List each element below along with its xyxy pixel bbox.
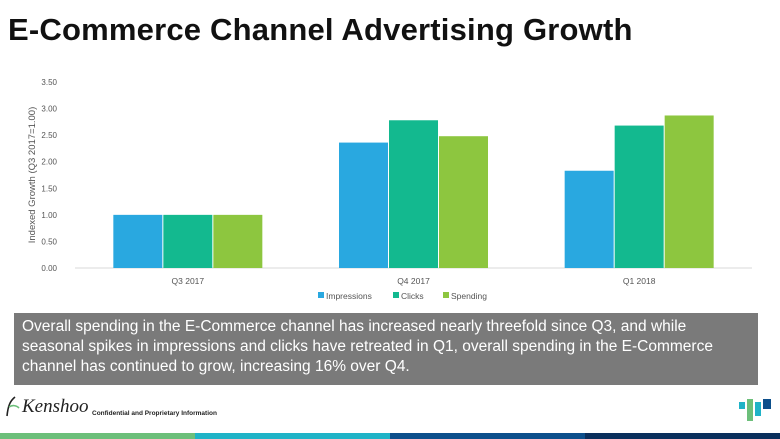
bar-impressions-q3-2017 — [113, 214, 163, 268]
legend-swatch-clicks — [393, 292, 399, 298]
legend-swatch-impressions — [318, 292, 324, 298]
bar-chart: 0.00 0.50 1.00 1.50 2.00 2.50 3.00 3.50 Indexed … — [27, 78, 752, 301]
x-tick-label: Q1 2018 — [623, 276, 656, 286]
footer-bar-segment-1 — [0, 433, 195, 439]
y-tick-label: 1.00 — [41, 211, 57, 220]
footer-bar-segment-3 — [390, 433, 585, 439]
y-tick-label: 0.00 — [41, 264, 57, 273]
legend-label-spending: Spending — [451, 291, 487, 301]
legend-swatch-spending — [443, 292, 449, 298]
brand-name: Kenshoo — [22, 396, 89, 417]
callout-text: Overall spending in the E-Commerce chann… — [14, 313, 758, 385]
footer-bar — [0, 433, 780, 439]
y-tick-label: 0.50 — [41, 237, 57, 246]
y-tick-label: 3.50 — [41, 78, 57, 87]
kenshoo-logo: Kenshoo — [6, 396, 89, 418]
bars-logo-icon — [739, 399, 771, 421]
x-tick-label: Q4 2017 — [397, 276, 430, 286]
y-tick-label: 1.50 — [41, 184, 57, 193]
footer-bar-segment-4 — [585, 433, 780, 439]
y-tick-label: 3.00 — [41, 105, 57, 114]
legend-label-impressions: Impressions — [326, 291, 372, 301]
kenshoo-logo-icon — [6, 396, 20, 417]
bar-spending-q1-2018 — [664, 115, 714, 268]
x-tick-label: Q3 2017 — [172, 276, 205, 286]
bar-impressions-q1-2018 — [564, 170, 614, 268]
page-title: E-Commerce Channel Advertising Growth — [8, 12, 633, 47]
confidential-notice: Confidential and Proprietary Information — [92, 410, 217, 417]
footer-bar-segment-2 — [195, 433, 390, 439]
y-axis-label: Indexed Growth (Q3 2017=1.00) — [27, 107, 38, 244]
y-tick-label: 2.50 — [41, 131, 57, 140]
bar-clicks-q1-2018 — [614, 125, 664, 268]
bar-impressions-q4-2017 — [339, 142, 388, 268]
legend-label-clicks: Clicks — [401, 291, 424, 301]
bar-spending-q3-2017 — [213, 214, 263, 268]
bar-clicks-q4-2017 — [389, 120, 438, 269]
bar-clicks-q3-2017 — [163, 214, 213, 268]
bar-spending-q4-2017 — [439, 136, 488, 268]
y-tick-label: 2.00 — [41, 158, 57, 167]
